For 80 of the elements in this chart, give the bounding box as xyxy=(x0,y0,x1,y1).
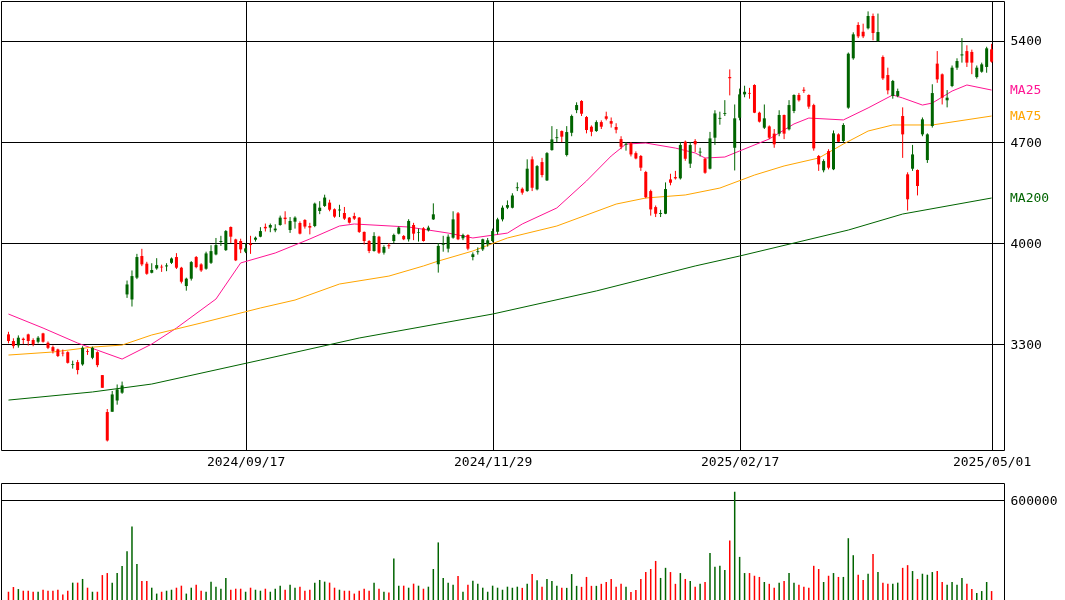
candlestick xyxy=(990,43,994,64)
candlestick xyxy=(688,141,692,169)
candlestick xyxy=(683,140,687,162)
candlestick xyxy=(471,251,475,261)
candlestick xyxy=(891,79,895,100)
candlestick xyxy=(915,168,919,196)
candlestick xyxy=(417,228,421,243)
candlestick xyxy=(777,109,781,137)
candlestick xyxy=(555,128,559,143)
candlestick xyxy=(728,68,732,96)
candlestick xyxy=(950,65,954,88)
candlestick xyxy=(204,251,208,271)
candlestick xyxy=(81,345,85,367)
y-tick-label: 4000 xyxy=(1010,235,1042,251)
candlestick xyxy=(935,50,939,84)
candlestick xyxy=(550,125,554,152)
candlestick xyxy=(293,215,297,230)
series-label: MA75 xyxy=(1010,108,1042,124)
candlestick xyxy=(738,88,742,121)
candlestick xyxy=(970,49,974,75)
candlestick xyxy=(461,233,465,241)
candlestick xyxy=(570,114,574,137)
candlestick xyxy=(965,44,969,68)
x-tick-label: 2024/11/29 xyxy=(453,453,533,469)
candlestick xyxy=(649,189,653,217)
candlestick xyxy=(901,106,905,159)
series-label: MA25 xyxy=(1010,82,1042,98)
candlestick xyxy=(772,128,776,149)
candlestick xyxy=(130,269,134,308)
candlestick xyxy=(881,54,885,81)
candlestick xyxy=(224,229,228,252)
candlestick xyxy=(451,210,455,240)
candlestick xyxy=(782,114,786,140)
x-tick-label: 2024/09/17 xyxy=(206,453,286,469)
y-tick-label: 5400 xyxy=(1010,33,1042,49)
candlestick xyxy=(446,233,450,253)
candlestick xyxy=(436,242,440,274)
candlestick xyxy=(748,87,752,100)
candlestick xyxy=(920,116,924,137)
candlestick xyxy=(525,158,529,193)
candlestick xyxy=(886,67,890,95)
candlestick xyxy=(723,99,727,117)
candlestick xyxy=(407,218,411,243)
y-tick-label: 3300 xyxy=(1010,336,1042,352)
candlestick xyxy=(624,141,628,152)
candlestick xyxy=(387,242,391,250)
candlestick xyxy=(189,260,193,282)
candlestick xyxy=(851,31,855,61)
candlestick xyxy=(614,122,618,134)
candlestick xyxy=(876,13,880,43)
candlestick xyxy=(802,86,806,94)
candlestick xyxy=(441,235,445,253)
candlestick xyxy=(841,122,845,143)
x-tick-label: 2025/05/01 xyxy=(952,453,1032,469)
candlestick xyxy=(960,37,964,64)
candlestick xyxy=(940,72,944,105)
x-tick-label: 2025/02/17 xyxy=(700,453,780,469)
candlestick xyxy=(372,231,376,253)
y-tick-label: 600000 xyxy=(1010,492,1058,508)
line-series xyxy=(7,197,993,401)
candlestick xyxy=(866,10,870,30)
y-tick-label: 4700 xyxy=(1010,134,1042,150)
candlestick xyxy=(718,111,722,126)
candlestick xyxy=(135,253,139,280)
candlestick xyxy=(313,202,317,228)
candlestick xyxy=(219,235,223,247)
candlestick xyxy=(911,144,915,172)
candlestick xyxy=(871,13,875,41)
candlestick xyxy=(698,147,702,157)
candlestick xyxy=(565,125,569,157)
series-label: MA200 xyxy=(1010,190,1050,206)
candlestick xyxy=(827,148,831,170)
candlestick xyxy=(377,235,381,255)
candlestick xyxy=(140,248,144,267)
candlestick xyxy=(762,103,766,130)
candlestick xyxy=(535,164,539,191)
candlestick xyxy=(985,46,989,74)
candlestick xyxy=(540,157,544,178)
candlestick xyxy=(209,244,213,265)
candlestick xyxy=(476,246,480,256)
